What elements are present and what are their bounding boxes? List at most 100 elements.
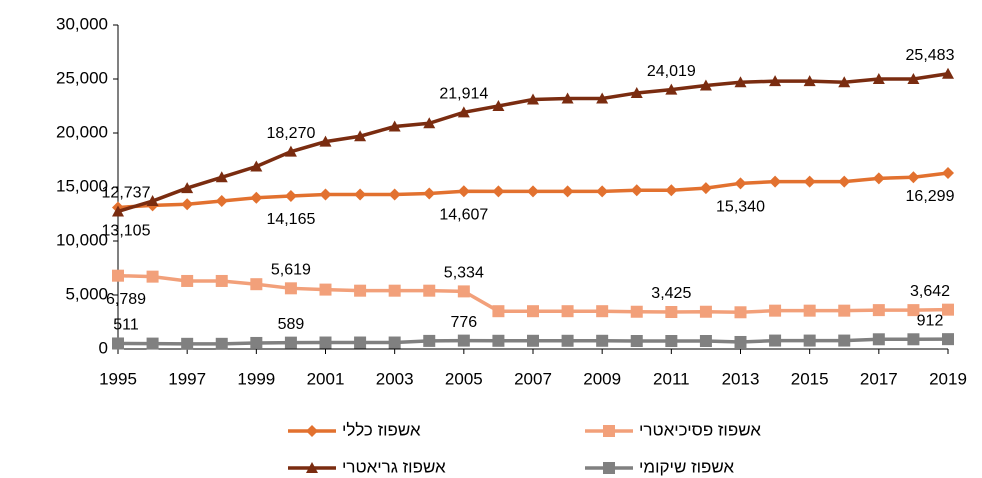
- x-tick-label: 1995: [99, 369, 137, 388]
- y-tick-label: 15,000: [56, 176, 108, 195]
- marker: [388, 336, 401, 349]
- marker: [388, 188, 401, 201]
- marker: [284, 145, 297, 157]
- series: 13,105 14,165 14,607 15,340 16,299: [102, 166, 955, 240]
- marker: [942, 67, 954, 79]
- legend-item: אשפוז פסיכיאטרי: [585, 420, 761, 439]
- legend-marker: [603, 462, 615, 474]
- marker: [699, 305, 712, 318]
- marker: [319, 283, 332, 296]
- marker: [423, 284, 436, 297]
- marker: [630, 184, 643, 197]
- marker: [769, 175, 782, 188]
- marker: [354, 284, 367, 297]
- legend-label: אשפוז כללי: [342, 420, 421, 439]
- marker: [596, 305, 609, 318]
- legend-item: אשפוז כללי: [288, 420, 421, 439]
- value-label: 14,607: [439, 206, 488, 223]
- marker: [181, 274, 194, 287]
- marker: [492, 185, 505, 198]
- marker: [596, 334, 609, 347]
- marker: [872, 304, 885, 317]
- value-label: 5,334: [444, 265, 484, 282]
- value-label: 12,737: [102, 185, 151, 202]
- marker: [630, 305, 643, 318]
- marker: [527, 305, 539, 318]
- x-tick-label: 1997: [168, 369, 206, 388]
- marker: [803, 334, 816, 347]
- marker: [388, 120, 401, 132]
- marker: [181, 182, 194, 194]
- series: 6,789 5,619 5,334 3,425 3,642: [106, 262, 954, 319]
- x-tick-label: 2007: [514, 369, 552, 388]
- value-label: 16,299: [906, 188, 955, 205]
- marker: [250, 336, 263, 349]
- marker: [527, 93, 539, 105]
- x-tick-label: 2009: [583, 369, 621, 388]
- legend-label: אשפוז גריאטרי: [342, 457, 446, 476]
- marker: [457, 185, 470, 198]
- marker: [215, 171, 228, 183]
- marker: [215, 274, 228, 287]
- marker: [354, 130, 367, 142]
- marker: [284, 282, 297, 295]
- marker: [527, 185, 539, 198]
- y-tick-label: 30,000: [56, 14, 108, 33]
- marker: [284, 190, 297, 203]
- marker: [181, 337, 194, 350]
- marker: [665, 184, 678, 197]
- marker: [561, 305, 574, 318]
- marker: [388, 284, 401, 297]
- marker: [250, 191, 263, 204]
- legend-label: אשפוז שיקומי: [639, 457, 734, 476]
- marker: [665, 306, 678, 319]
- marker: [112, 337, 124, 350]
- marker: [561, 92, 574, 104]
- marker: [942, 303, 954, 316]
- marker: [769, 75, 782, 87]
- marker: [146, 270, 159, 283]
- marker: [907, 73, 920, 84]
- marker: [146, 337, 159, 350]
- marker: [423, 334, 436, 347]
- marker: [492, 334, 505, 347]
- marker: [354, 188, 367, 201]
- marker: [838, 334, 851, 347]
- value-label: 3,425: [651, 285, 691, 302]
- value-label: 14,165: [266, 211, 315, 228]
- value-label: 24,019: [647, 63, 696, 80]
- marker: [907, 333, 920, 346]
- marker: [181, 198, 194, 211]
- legend-marker: [306, 462, 318, 473]
- marker: [112, 269, 124, 282]
- marker: [112, 205, 124, 217]
- legend-item: אשפוז גריאטרי: [288, 457, 446, 476]
- value-label: 3,642: [910, 283, 950, 300]
- marker: [942, 333, 954, 346]
- value-label: 776: [450, 314, 477, 331]
- marker: [319, 135, 332, 147]
- marker: [561, 334, 574, 347]
- marker: [527, 334, 539, 347]
- value-label: 21,914: [439, 86, 488, 103]
- marker: [769, 334, 782, 347]
- marker: [838, 175, 851, 188]
- marker: [319, 188, 332, 201]
- marker: [250, 160, 263, 172]
- marker: [492, 305, 505, 318]
- marker: [803, 75, 816, 87]
- x-tick-label: 2011: [653, 369, 690, 388]
- marker: [734, 335, 747, 348]
- series: 12,737 18,270 21,914 24,019 25,483: [102, 47, 955, 217]
- x-tick-label: 2003: [376, 369, 414, 388]
- y-tick-label: 20,000: [56, 122, 108, 141]
- marker: [734, 306, 747, 319]
- y-tick-label: 25,000: [56, 68, 108, 87]
- marker: [907, 304, 920, 317]
- marker: [215, 195, 228, 208]
- marker: [699, 335, 712, 348]
- value-label: 5,619: [271, 262, 311, 279]
- value-label: 15,340: [716, 199, 765, 216]
- x-tick-label: 2013: [722, 369, 760, 388]
